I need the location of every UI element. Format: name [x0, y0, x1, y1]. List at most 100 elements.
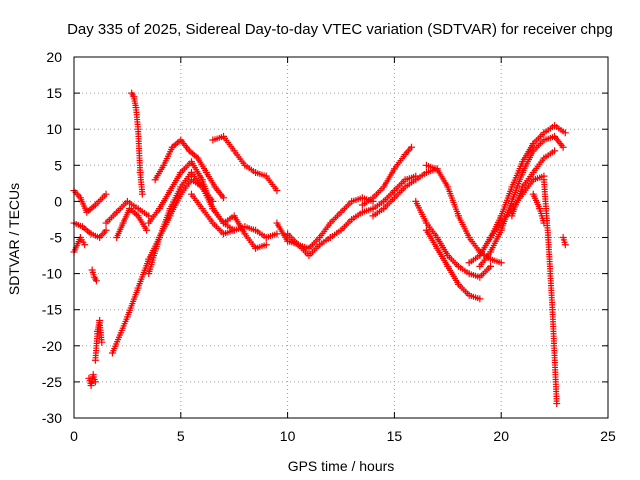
data-point: [160, 161, 168, 169]
series-track-30: [529, 190, 548, 227]
y-tick-label: 15: [46, 85, 62, 101]
data-point: [187, 169, 195, 177]
x-tick-label: 25: [600, 428, 616, 444]
data-point: [548, 306, 556, 314]
data-point: [390, 187, 398, 195]
data-point: [529, 176, 537, 184]
data-point: [454, 212, 462, 220]
data-point: [454, 280, 462, 288]
x-tick-label: 15: [387, 428, 403, 444]
data-point: [401, 150, 409, 158]
data-point: [128, 89, 136, 97]
y-axis-label: SDTVAR / TECUs: [6, 183, 22, 295]
data-point: [540, 129, 548, 137]
data-point: [220, 230, 228, 238]
data-point: [433, 244, 441, 252]
data-point: [87, 230, 95, 238]
data-point: [108, 349, 116, 357]
data-point: [123, 313, 131, 321]
series-track-13: [145, 158, 217, 227]
data-point: [401, 183, 409, 191]
series-track-28: [508, 147, 559, 220]
data-point: [540, 176, 548, 184]
data-point: [487, 248, 495, 256]
data-point: [273, 230, 281, 238]
data-point: [444, 252, 452, 260]
data-point: [508, 212, 516, 220]
data-point: [102, 190, 110, 198]
series-track-1: [70, 187, 110, 216]
series-track-22: [422, 161, 505, 267]
data-point: [465, 234, 473, 241]
data-point: [252, 226, 260, 234]
data-point: [476, 273, 484, 281]
series-track-24: [412, 197, 495, 281]
data-point: [380, 205, 388, 213]
data-point: [166, 187, 174, 195]
data-point: [113, 208, 121, 216]
data-point: [465, 270, 473, 278]
data-point: [316, 241, 324, 249]
data-point: [422, 226, 430, 234]
data-point: [348, 215, 356, 223]
y-tick-label: -20: [42, 338, 62, 354]
data-point: [316, 234, 324, 241]
y-tick-label: -25: [42, 374, 62, 390]
data-point: [79, 223, 87, 231]
data-point: [559, 234, 567, 241]
data-point: [465, 259, 473, 267]
data-point: [220, 132, 228, 140]
data-point: [252, 244, 260, 252]
data-point: [519, 158, 527, 166]
data-point: [326, 234, 334, 241]
data-point: [497, 226, 505, 234]
data-point: [102, 219, 110, 227]
series-track-6: [91, 317, 106, 364]
data-point: [380, 183, 388, 191]
data-point: [187, 176, 195, 184]
y-tick-label: -30: [42, 410, 62, 426]
data-point: [529, 147, 537, 155]
data-point: [90, 273, 98, 281]
data-point: [540, 154, 548, 162]
data-point: [262, 241, 270, 249]
x-tick-label: 10: [280, 428, 296, 444]
x-tick-label: 5: [177, 428, 185, 444]
data-point: [230, 147, 238, 155]
data-point: [559, 143, 567, 151]
data-point: [497, 259, 505, 267]
data-point: [326, 219, 334, 227]
data-point: [166, 205, 174, 213]
data-point: [422, 219, 430, 227]
data-point: [284, 230, 292, 238]
data-point: [93, 327, 101, 335]
data-point: [187, 190, 195, 198]
data-point: [91, 356, 99, 364]
data-point: [92, 277, 100, 285]
data-point: [348, 197, 356, 205]
data-point: [230, 212, 238, 220]
data-point: [155, 234, 163, 241]
data-point: [81, 241, 89, 249]
data-point: [551, 147, 559, 155]
series-track-20: [358, 143, 415, 209]
data-point: [177, 169, 185, 177]
data-point: [544, 234, 552, 241]
y-tick-label: -5: [50, 230, 63, 246]
series-track-29: [540, 176, 561, 408]
data-point: [134, 212, 142, 220]
data-point: [390, 165, 398, 173]
data-point: [168, 143, 176, 151]
data-point: [390, 194, 398, 202]
y-tick-label: 10: [46, 121, 62, 137]
data-point: [465, 291, 473, 299]
data-point: [134, 284, 142, 292]
data-point: [138, 190, 146, 198]
data-point: [508, 183, 516, 191]
y-tick-label: 5: [54, 157, 62, 173]
data-point: [151, 176, 159, 184]
data-point: [519, 183, 527, 191]
data-point: [194, 154, 202, 162]
data-point: [145, 255, 153, 263]
